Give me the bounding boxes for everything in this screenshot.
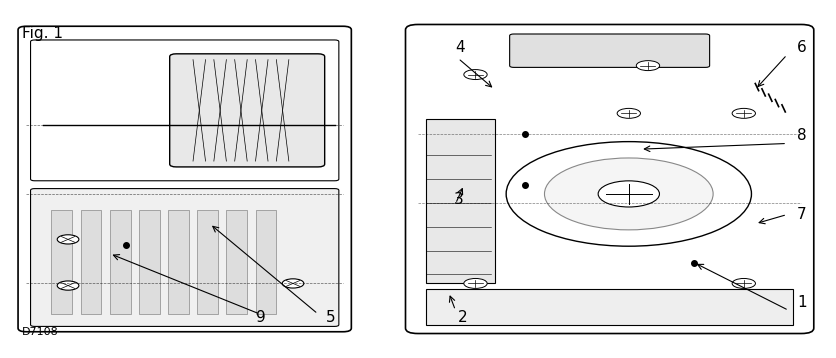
Circle shape (57, 235, 79, 244)
Circle shape (732, 108, 756, 118)
Text: 5: 5 (326, 310, 336, 325)
Bar (168, 209, 189, 314)
Text: 4: 4 (456, 40, 465, 55)
Text: 6: 6 (797, 40, 807, 55)
Text: Fig. 1: Fig. 1 (23, 26, 64, 41)
Text: 3: 3 (454, 192, 464, 207)
Text: 7: 7 (797, 207, 807, 222)
Text: 9: 9 (256, 310, 265, 325)
Circle shape (283, 279, 303, 288)
Circle shape (732, 279, 756, 289)
Bar (227, 209, 247, 314)
FancyBboxPatch shape (170, 54, 324, 167)
Bar (197, 209, 218, 314)
FancyBboxPatch shape (510, 34, 710, 67)
Text: 2: 2 (458, 310, 467, 325)
Circle shape (598, 181, 660, 207)
Bar (256, 209, 277, 314)
Text: 1: 1 (797, 295, 807, 310)
Circle shape (617, 108, 640, 118)
Circle shape (636, 61, 660, 71)
Bar (51, 209, 72, 314)
Bar (110, 209, 130, 314)
Circle shape (57, 281, 79, 290)
FancyBboxPatch shape (31, 40, 339, 181)
Bar (139, 209, 160, 314)
Bar (426, 119, 495, 284)
FancyBboxPatch shape (31, 189, 339, 326)
FancyBboxPatch shape (405, 24, 813, 334)
FancyBboxPatch shape (18, 26, 351, 332)
Bar (80, 209, 101, 314)
Circle shape (544, 158, 713, 230)
Circle shape (464, 279, 487, 289)
Circle shape (506, 142, 752, 246)
Circle shape (464, 69, 487, 79)
Text: D7108: D7108 (23, 327, 59, 337)
Text: 8: 8 (797, 129, 807, 144)
Bar (426, 289, 793, 325)
